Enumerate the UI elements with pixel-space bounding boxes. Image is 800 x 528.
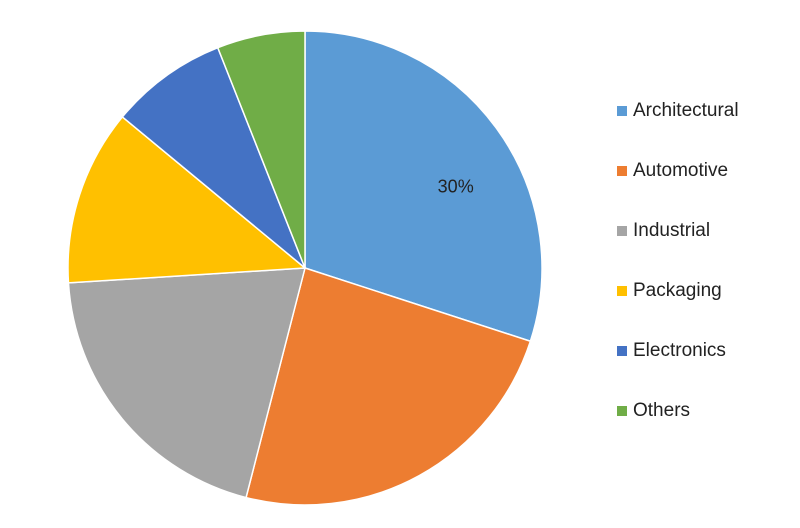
- legend-swatch: [617, 166, 627, 176]
- legend-label: Industrial: [633, 220, 710, 241]
- pie-slice: [67, 115, 307, 284]
- pie-slice: [245, 267, 532, 506]
- pie-slice: [121, 46, 306, 269]
- pie-slice: [304, 30, 543, 343]
- legend-swatch: [617, 226, 627, 236]
- legend-label: Electronics: [633, 340, 726, 361]
- value-label: 30%: [438, 177, 474, 197]
- legend-label: Packaging: [633, 280, 722, 301]
- legend-label: Others: [633, 400, 690, 421]
- legend-swatch: [617, 406, 627, 416]
- pie-slice: [216, 30, 306, 269]
- legend-swatch: [617, 286, 627, 296]
- pie-slice: [67, 267, 306, 499]
- legend-swatch: [617, 106, 627, 116]
- legend-swatch: [617, 346, 627, 356]
- legend-label: Automotive: [633, 160, 728, 181]
- legend-label: Architectural: [633, 100, 739, 121]
